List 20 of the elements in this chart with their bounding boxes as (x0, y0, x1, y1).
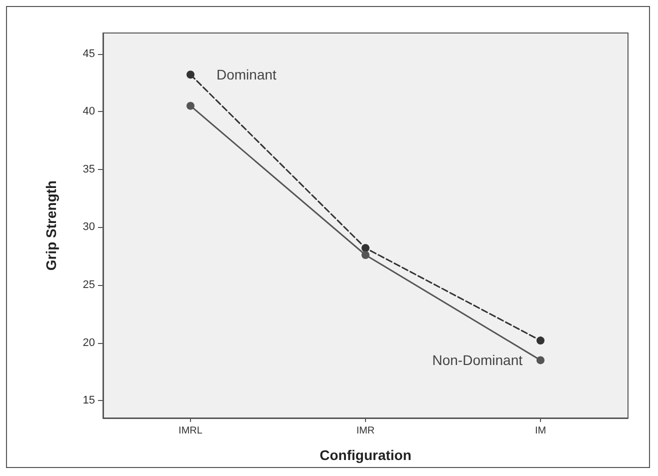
point (536, 356, 544, 364)
point (362, 244, 370, 252)
point (362, 250, 370, 259)
x-tick-label: IMR (356, 426, 375, 436)
point (536, 336, 544, 345)
point (186, 70, 194, 79)
series-label: Non-Dominant (432, 352, 523, 368)
y-tick-label: 20 (82, 336, 95, 349)
x-tick-label: IMRL (178, 426, 203, 436)
point (186, 102, 194, 110)
y-tick-label: 15 (82, 394, 95, 407)
y-tick-label: 35 (82, 163, 95, 176)
y-tick-label: 45 (82, 48, 95, 60)
y-axis-title: Grip Strength (43, 180, 59, 271)
x-axis-title: Configuration (320, 447, 412, 463)
x-tick-label: IM (534, 426, 546, 436)
y-tick-label: 30 (82, 221, 95, 234)
y-tick-label: 25 (82, 279, 95, 292)
series-label: Dominant (216, 66, 277, 83)
y-tick-label: 40 (82, 106, 95, 118)
